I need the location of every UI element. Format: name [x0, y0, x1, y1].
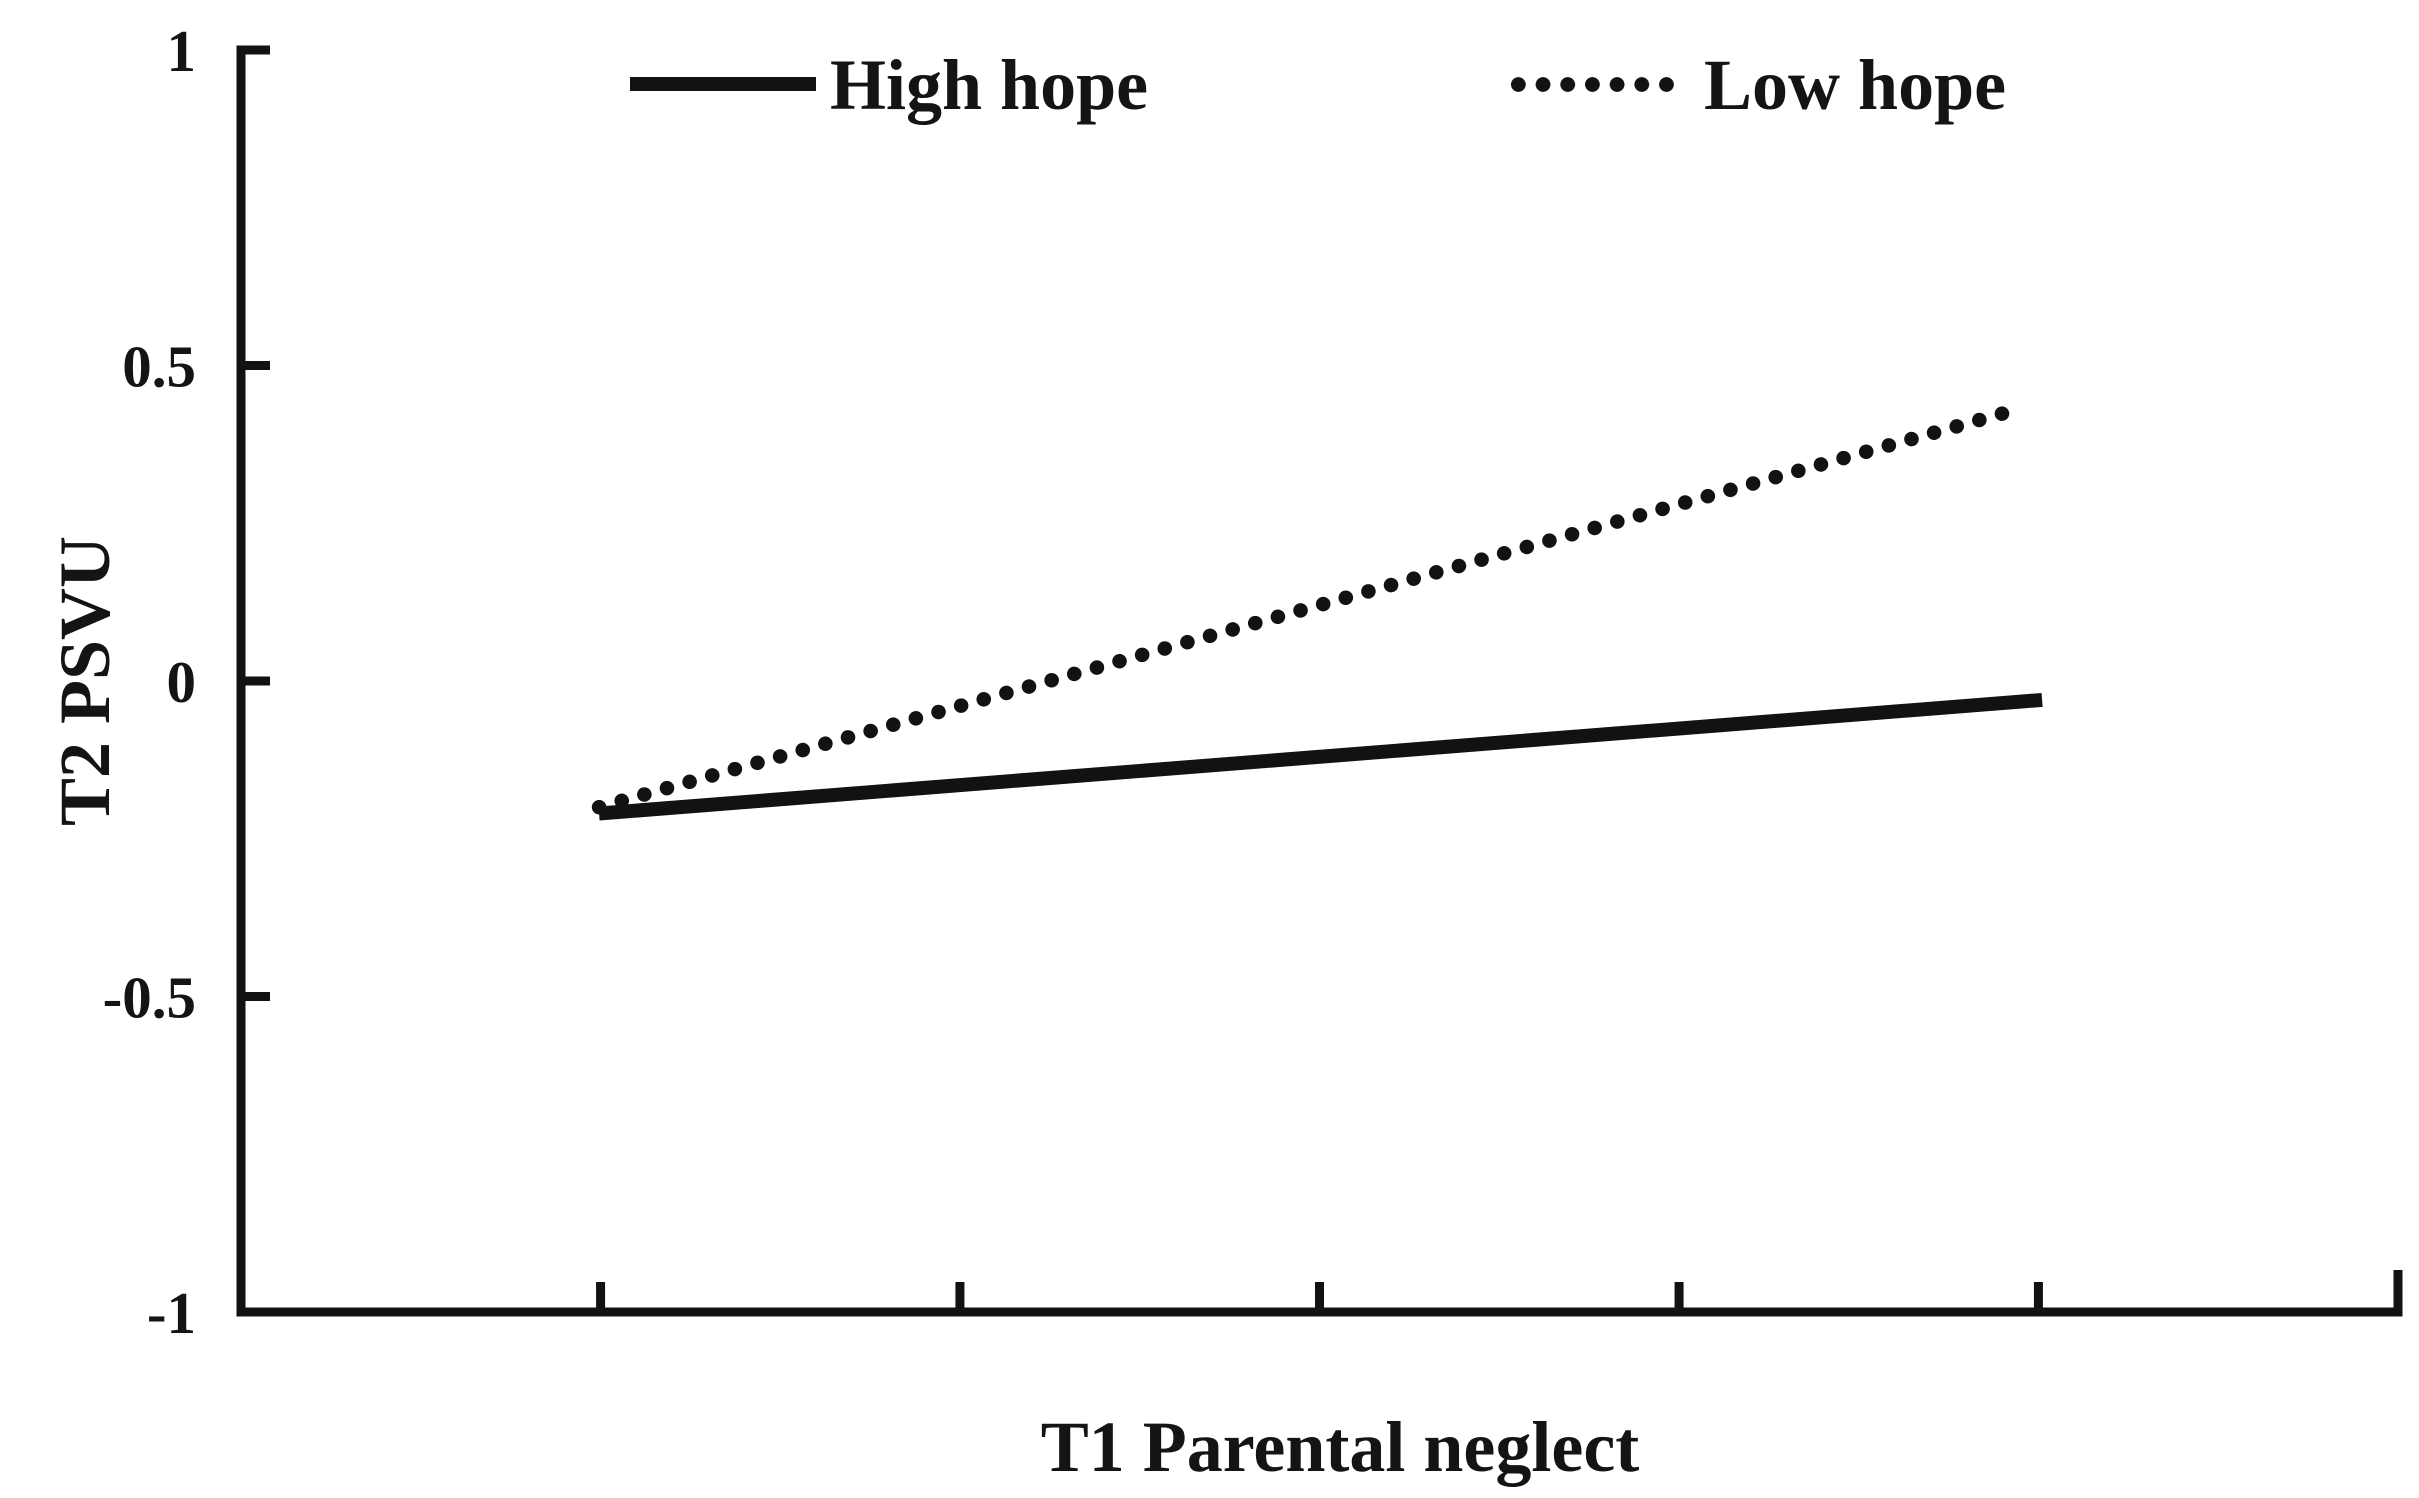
y-tick-label: -0.5	[103, 965, 196, 1031]
y-tick-label: 0	[167, 649, 197, 715]
legend-label-high-hope: High hope	[830, 45, 1149, 125]
legend-label-low-hope: Low hope	[1704, 45, 2007, 125]
y-tick-label: 1	[167, 18, 197, 84]
y-axis-title: T2 PSVU	[45, 535, 125, 827]
series-line-high-hope	[598, 692, 2043, 821]
y-tick-label: 0.5	[122, 334, 196, 400]
high-hope-line-swatch	[630, 77, 816, 91]
x-axis-title: T1 Parental neglect	[1040, 1407, 1640, 1487]
series-line-low-hope	[591, 402, 2024, 815]
low-hope-dotted-swatch	[1506, 77, 1679, 92]
y-tick-label: -1	[147, 1280, 196, 1346]
